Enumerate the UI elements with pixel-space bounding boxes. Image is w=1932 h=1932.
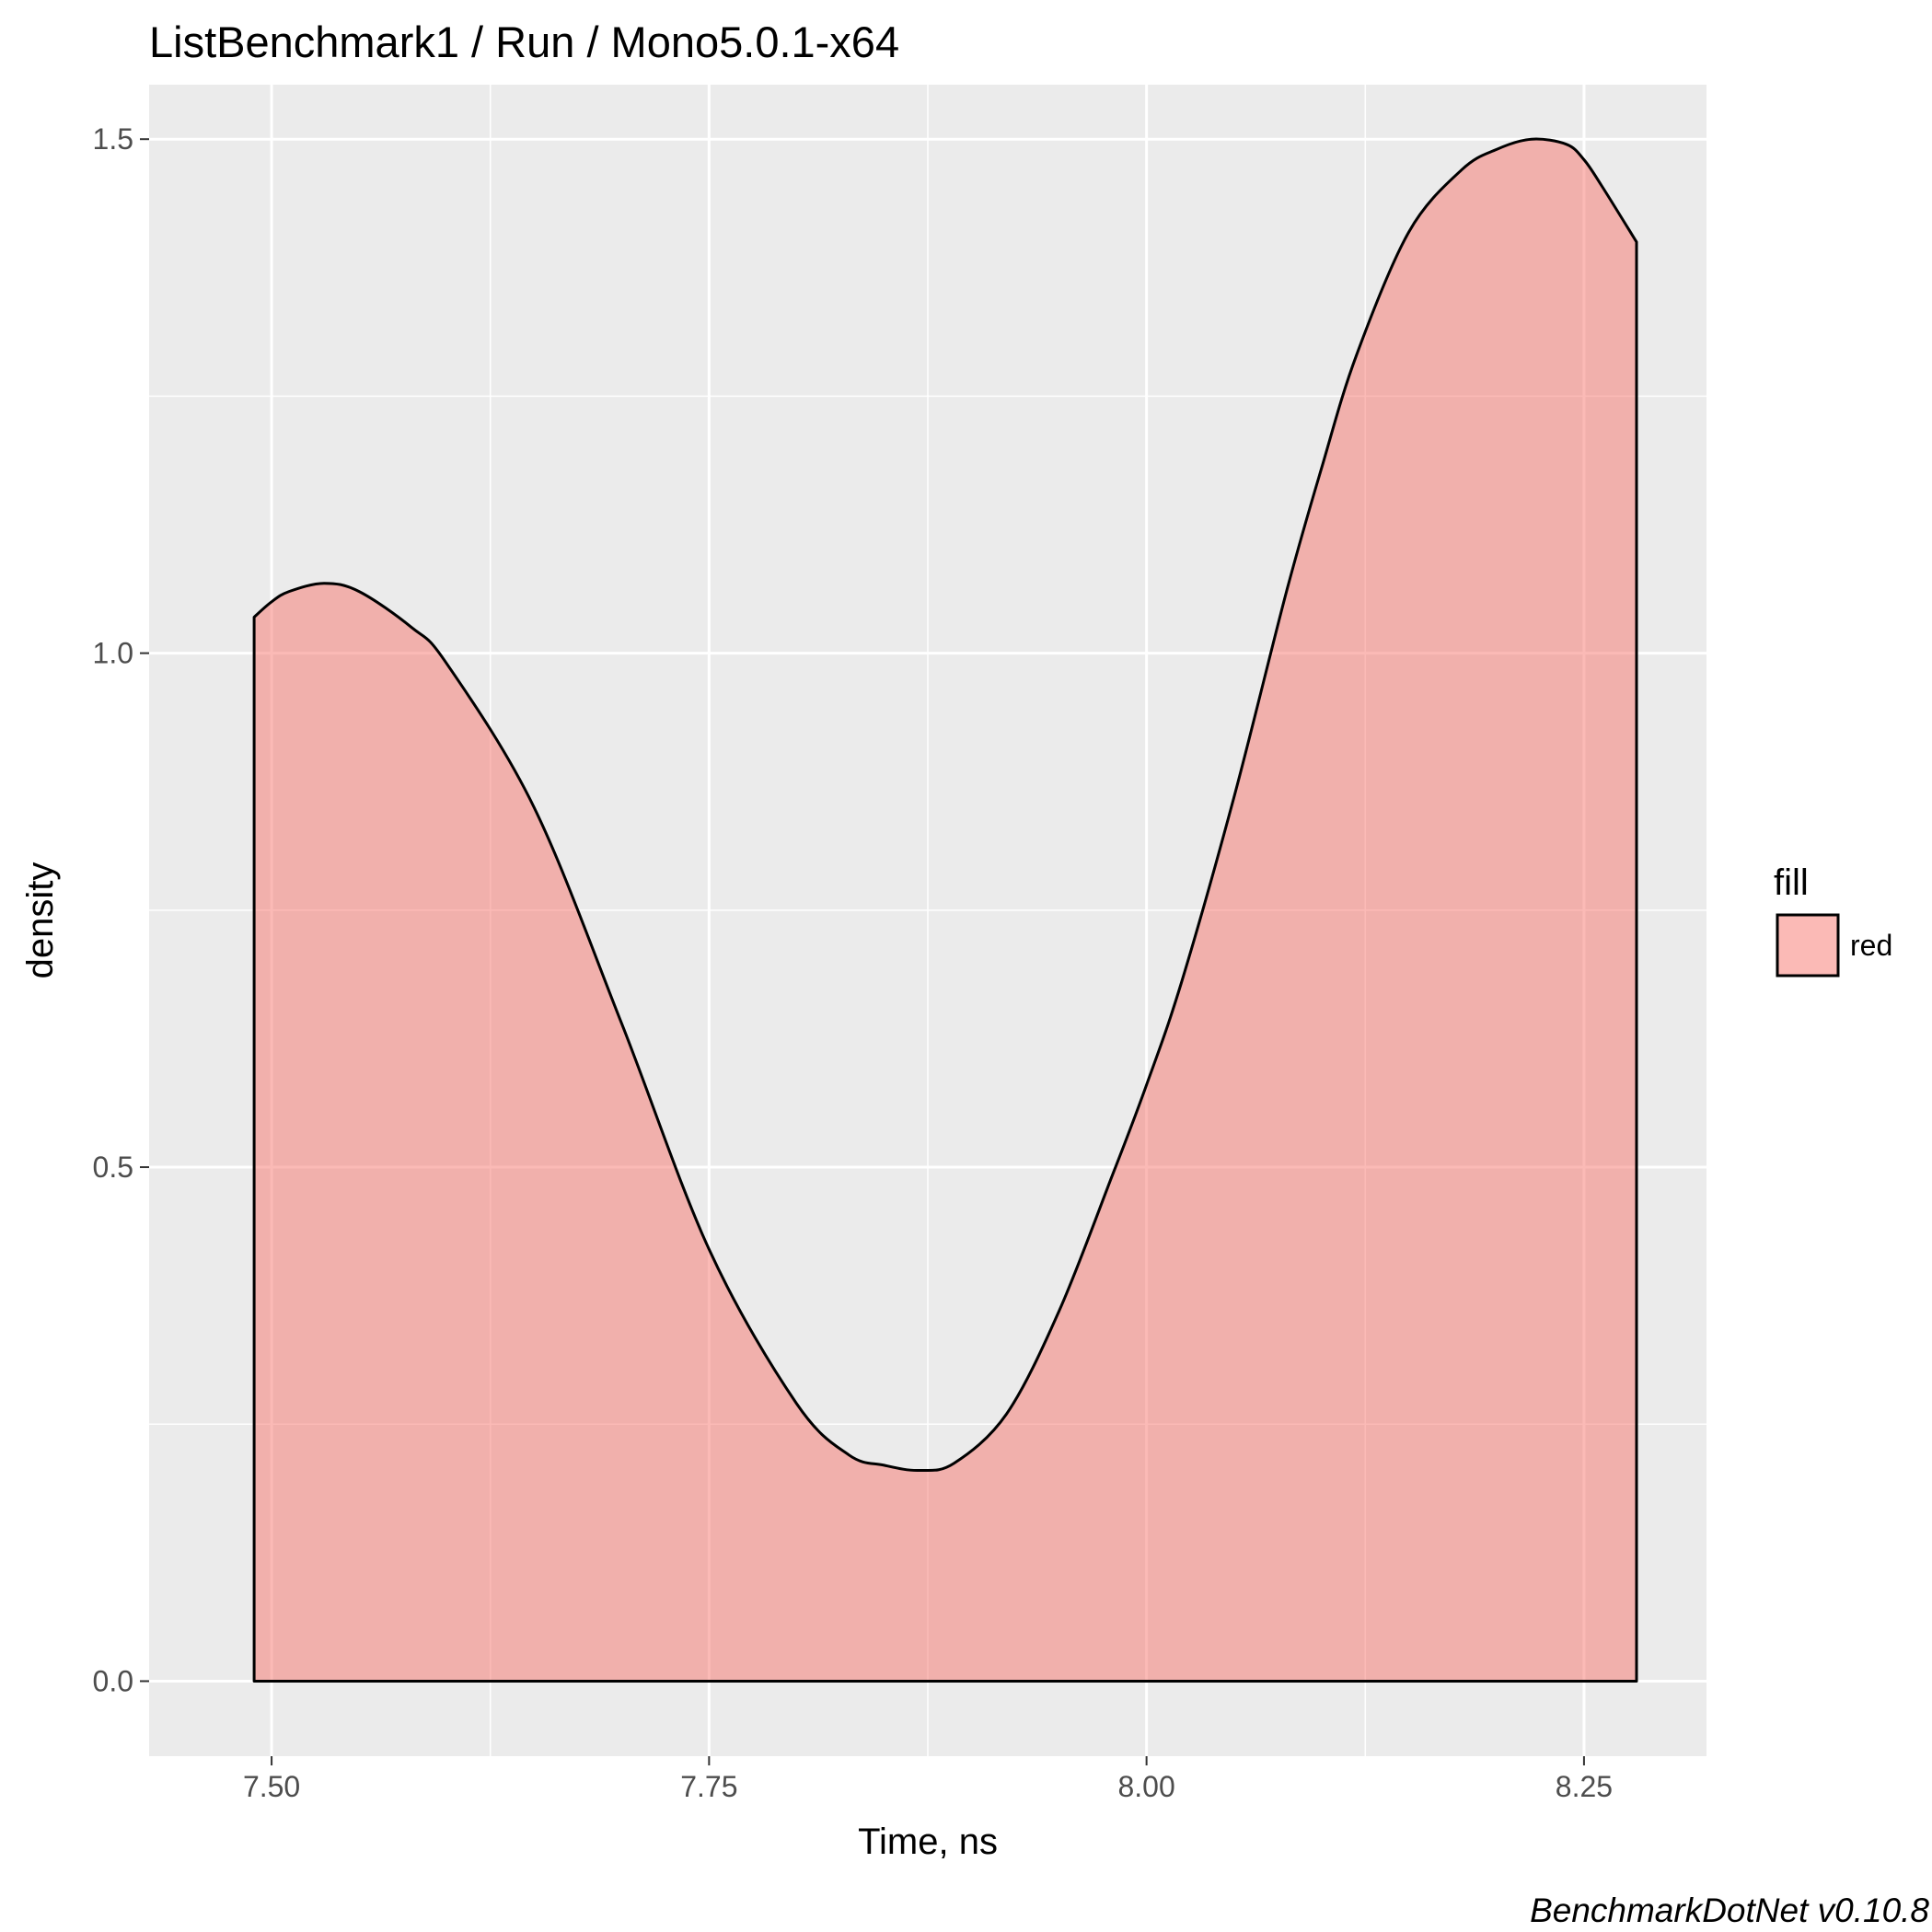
legend-key-red <box>1776 913 1840 978</box>
legend: fill red <box>1774 862 1892 978</box>
y-tick-label: 1.0 <box>93 637 133 670</box>
x-tick-label: 7.75 <box>680 1770 737 1803</box>
x-tick-label: 8.25 <box>1556 1770 1613 1803</box>
y-tick-label: 0.5 <box>93 1151 133 1184</box>
x-axis: 7.50 7.75 8.00 8.25 <box>243 1756 1613 1803</box>
chart-title: ListBenchmark1 / Run / Mono5.0.1-x64 <box>149 17 899 66</box>
x-axis-title: Time, ns <box>858 1822 998 1862</box>
density-area-series-red <box>252 137 1638 1683</box>
y-tick-label: 0.0 <box>93 1664 133 1697</box>
legend-title: fill <box>1774 862 1809 903</box>
x-tick-label: 7.50 <box>243 1770 300 1803</box>
y-axis: 0.0 0.5 1.0 1.5 <box>93 122 149 1697</box>
y-axis-title: density <box>20 862 61 979</box>
legend-label-red: red <box>1850 929 1892 962</box>
y-tick-label: 1.5 <box>93 122 133 156</box>
caption: BenchmarkDotNet v0.10.8 <box>1530 1892 1929 1929</box>
x-tick-label: 8.00 <box>1117 1770 1174 1803</box>
